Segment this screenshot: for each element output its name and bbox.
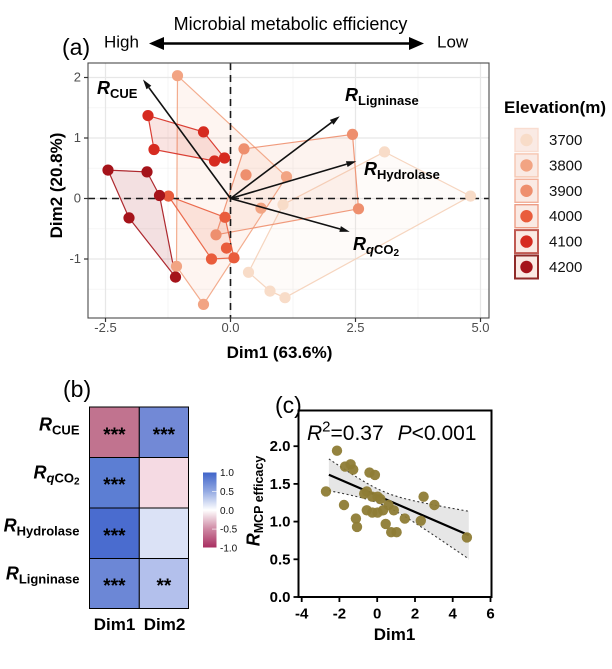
svg-text:Dim1: Dim1 — [94, 615, 136, 634]
svg-text:2: 2 — [74, 70, 81, 85]
svg-text:(a): (a) — [62, 34, 90, 60]
svg-text:**: ** — [157, 576, 172, 597]
svg-text:0: 0 — [373, 606, 381, 623]
svg-text:0: 0 — [74, 191, 81, 206]
svg-text:4200: 4200 — [549, 259, 582, 276]
svg-text:R2=0.37P<0.001: R2=0.37 P<0.001 — [307, 419, 477, 446]
svg-text:0.0: 0.0 — [221, 320, 239, 335]
svg-text:***: *** — [103, 475, 126, 496]
svg-text:3700: 3700 — [549, 132, 582, 149]
svg-text:-0.5: -0.5 — [220, 525, 238, 536]
svg-text:2.5: 2.5 — [346, 320, 364, 335]
svg-text:-1.0: -1.0 — [220, 543, 238, 554]
svg-text:Elevation(m): Elevation(m) — [504, 98, 606, 117]
svg-text:0.0: 0.0 — [220, 506, 234, 517]
svg-text:0.0: 0.0 — [270, 589, 291, 606]
svg-text:-2.5: -2.5 — [94, 320, 116, 335]
svg-text:***: *** — [103, 526, 126, 547]
svg-text:Dim1 (63.6%): Dim1 (63.6%) — [227, 343, 333, 362]
svg-text:-1: -1 — [69, 251, 81, 266]
svg-text:5.0: 5.0 — [471, 320, 489, 335]
svg-text:0.5: 0.5 — [270, 551, 291, 568]
svg-text:Low: Low — [437, 33, 469, 52]
svg-text:4100: 4100 — [549, 234, 582, 251]
svg-text:***: *** — [103, 425, 126, 446]
svg-text:***: *** — [103, 576, 126, 597]
svg-text:***: *** — [153, 425, 176, 446]
svg-text:Dim2: Dim2 — [144, 615, 186, 634]
svg-text:0.5: 0.5 — [220, 487, 234, 498]
svg-text:2: 2 — [411, 606, 419, 623]
svg-text:-4: -4 — [295, 606, 309, 623]
svg-text:-2: -2 — [333, 606, 346, 623]
svg-text:1.5: 1.5 — [270, 476, 291, 493]
svg-text:3800: 3800 — [549, 157, 582, 174]
svg-text:Dim2 (20.8%): Dim2 (20.8%) — [47, 133, 66, 239]
svg-text:6: 6 — [486, 606, 494, 623]
svg-text:(b): (b) — [63, 376, 91, 402]
svg-text:1.0: 1.0 — [270, 514, 291, 531]
svg-text:4: 4 — [449, 606, 458, 623]
svg-text:Dim1: Dim1 — [374, 625, 416, 644]
svg-text:Microbial metabolic efficiency: Microbial metabolic efficiency — [174, 14, 408, 34]
svg-text:1.0: 1.0 — [220, 468, 234, 479]
svg-text:3900: 3900 — [549, 183, 582, 200]
svg-text:High: High — [104, 33, 139, 52]
svg-text:(c): (c) — [275, 392, 302, 418]
svg-text:4000: 4000 — [549, 208, 582, 225]
svg-text:1: 1 — [74, 130, 81, 145]
svg-text:2.0: 2.0 — [270, 438, 291, 455]
